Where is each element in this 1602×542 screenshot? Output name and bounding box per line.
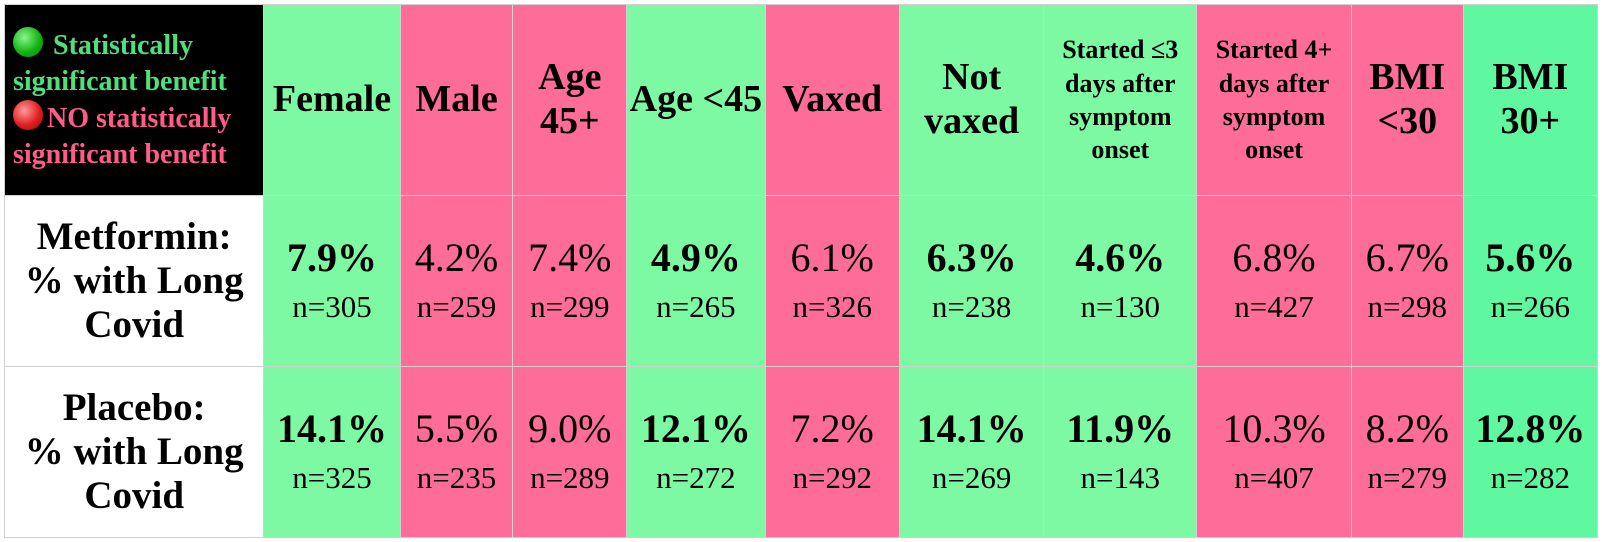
sample-size: n=292: [792, 459, 872, 495]
table-cell: 4.6% n=130: [1043, 194, 1198, 367]
column-header-female: Female: [263, 4, 401, 196]
table-cell: 10.3% n=407: [1196, 365, 1352, 539]
table-cell: 12.1% n=272: [626, 365, 766, 539]
table-cell: 4.9% n=265: [626, 194, 766, 367]
percent-value: 7.9%: [287, 234, 377, 280]
table-cell: 14.1% n=325: [263, 365, 401, 539]
percent-value: 4.9%: [650, 234, 741, 280]
row-header-line2: % with Long: [24, 429, 244, 473]
sample-size: n=299: [530, 288, 610, 324]
red-circle-icon: [13, 99, 43, 130]
row-header-line3: Covid: [84, 302, 185, 346]
sample-size: n=298: [1367, 288, 1448, 324]
table-cell: 14.1% n=269: [898, 365, 1045, 539]
percent-value: 8.2%: [1365, 405, 1449, 451]
column-header-bmi-30: BMI 30+: [1462, 4, 1599, 196]
sample-size: n=143: [1080, 459, 1160, 495]
percent-value: 14.1%: [916, 405, 1027, 451]
table-cell: 11.9% n=143: [1043, 365, 1198, 539]
sample-size: n=305: [292, 288, 372, 324]
placebo-row: Placebo: % with Long Covid 14.1% n=325 5.5…: [3, 365, 1599, 539]
sample-size: n=427: [1234, 288, 1314, 324]
percent-value: 6.8%: [1232, 234, 1316, 280]
green-circle-icon: [13, 27, 43, 58]
column-header-not-vaxed: Not vaxed: [898, 4, 1045, 196]
percent-value: 6.7%: [1365, 234, 1449, 280]
table-cell: 5.6% n=266: [1462, 194, 1599, 367]
sample-size: n=266: [1490, 288, 1571, 324]
table-cell: 4.2% n=259: [399, 194, 514, 367]
legend: Statistically significant benefit NO sta…: [3, 4, 265, 196]
percent-value: 4.2%: [414, 234, 499, 280]
column-header-male: Male: [399, 4, 514, 196]
percent-value: 6.3%: [926, 234, 1017, 280]
percent-value: 12.8%: [1475, 405, 1586, 451]
sample-size: n=272: [656, 459, 736, 495]
percent-value: 7.4%: [528, 234, 612, 280]
table-cell: 7.9% n=305: [263, 194, 401, 367]
sample-size: n=238: [931, 288, 1012, 324]
legend-not-significant-line2: significant benefit: [13, 138, 227, 170]
column-header-vaxed: Vaxed: [764, 4, 900, 196]
table-cell: 6.8% n=427: [1196, 194, 1352, 367]
table-cell: 9.0% n=289: [512, 365, 628, 539]
row-header-metformin: Metformin: % with Long Covid: [3, 194, 265, 367]
column-header-started-4-days-after-symptom-onset: Started 4+ days after symptom onset: [1196, 4, 1352, 196]
sample-size: n=407: [1234, 459, 1314, 495]
legend-significant: Statistically: [13, 27, 263, 64]
legend-not-significant: NO statistically: [13, 99, 263, 137]
table-cell: 6.7% n=298: [1350, 194, 1464, 367]
column-header-age-45: Age <45: [626, 4, 766, 196]
row-header-placebo: Placebo: % with Long Covid: [3, 365, 265, 539]
percent-value: 9.0%: [528, 405, 612, 451]
table-cell: 7.4% n=299: [512, 194, 628, 367]
column-header-bmi-30: BMI <30: [1350, 4, 1464, 196]
sample-size: n=326: [792, 288, 872, 324]
row-header-line3: Covid: [84, 473, 185, 517]
percent-value: 12.1%: [640, 405, 751, 451]
table-cell: 5.5% n=235: [399, 365, 514, 539]
row-header-line2: % with Long: [24, 258, 244, 302]
sample-size: n=289: [530, 459, 610, 495]
row-header-line1: Metformin:: [36, 214, 232, 258]
table-cell: 6.3% n=238: [898, 194, 1045, 367]
sample-size: n=282: [1490, 459, 1571, 495]
column-header-started-3-days-after-symptom-onset: Started ≤3 days after symptom onset: [1043, 4, 1198, 196]
sample-size: n=265: [656, 288, 736, 324]
percent-value: 11.9%: [1066, 405, 1175, 451]
percent-value: 7.2%: [790, 405, 874, 451]
legend-significant-label: Statistically: [53, 30, 193, 62]
sample-size: n=269: [931, 459, 1012, 495]
percent-value: 6.1%: [790, 234, 874, 280]
sample-size: n=235: [416, 459, 497, 495]
row-header-line1: Placebo:: [62, 385, 206, 429]
legend-significant-line2: significant benefit: [13, 65, 227, 97]
header-row: Statistically significant benefit NO sta…: [3, 4, 1599, 196]
table-cell: 7.2% n=292: [764, 365, 900, 539]
table-cell: 12.8% n=282: [1462, 365, 1599, 539]
legend-not-significant-label: NO statistically: [47, 102, 232, 134]
percent-value: 4.6%: [1075, 234, 1166, 280]
sample-size: n=130: [1080, 288, 1160, 324]
percent-value: 10.3%: [1222, 405, 1326, 451]
percent-value: 5.5%: [414, 405, 499, 451]
table-cell: 6.1% n=326: [764, 194, 900, 367]
percent-value: 14.1%: [277, 405, 387, 451]
sample-size: n=279: [1367, 459, 1448, 495]
percent-value: 5.6%: [1485, 234, 1576, 280]
table-cell: 8.2% n=279: [1350, 365, 1464, 539]
sample-size: n=325: [292, 459, 372, 495]
metformin-row: Metformin: % with Long Covid 7.9% n=305 4.…: [3, 194, 1599, 367]
sample-size: n=259: [416, 288, 497, 324]
long-covid-results-table: Statistically significant benefit NO sta…: [3, 4, 1599, 539]
column-header-age-45: Age 45+: [512, 4, 628, 196]
